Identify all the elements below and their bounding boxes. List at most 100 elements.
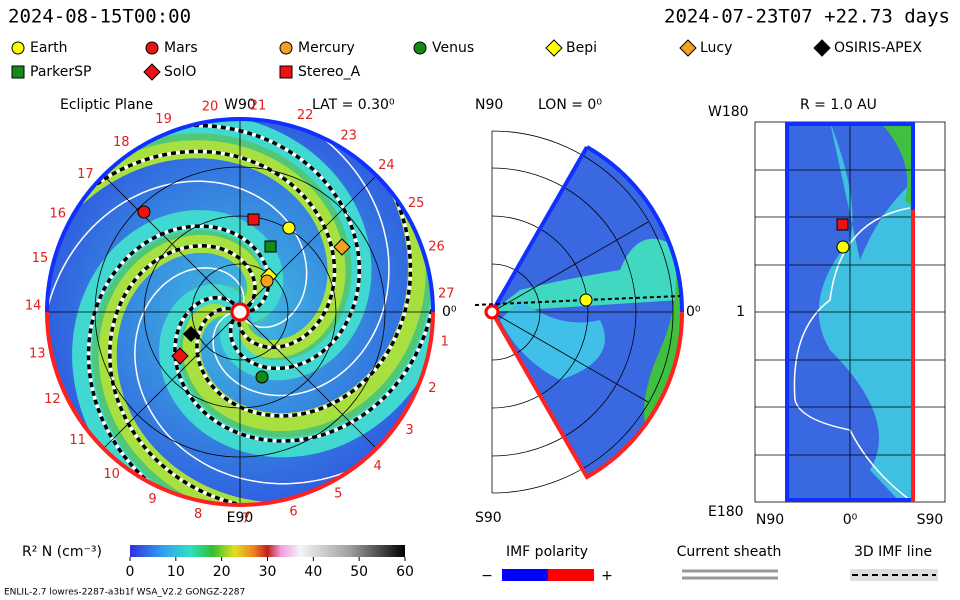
meridional-panel: N90 LON = 0⁰ 0⁰ S90	[474, 97, 701, 526]
grid	[491, 130, 674, 494]
imf-pos	[548, 569, 594, 581]
carrington-label: 26	[428, 239, 445, 254]
carrington-label: 10	[103, 467, 120, 482]
right-label: 0⁰	[686, 304, 701, 320]
carrington-label: 25	[408, 196, 425, 211]
top-label: W180	[708, 104, 749, 120]
boundary-pos	[45, 311, 435, 507]
carrington-label: 3	[405, 423, 413, 438]
carrington-label: 17	[77, 167, 94, 182]
legend-label: Lucy	[700, 40, 732, 56]
radial-panel: R = 1.0 AU W180 1 E180 N90 0⁰ S90	[708, 97, 946, 528]
legend-symbol	[145, 41, 159, 55]
bottom-label: E90	[227, 510, 254, 526]
spiral	[195, 119, 413, 418]
grid	[754, 121, 946, 503]
panel-title: R = 1.0 AU	[800, 97, 877, 113]
carrington-label: 9	[148, 492, 156, 507]
legend-symbol	[143, 63, 161, 81]
carrington-label: 24	[378, 158, 395, 173]
bottom-label: E180	[708, 504, 744, 520]
imf-line-title: 3D IMF line	[854, 544, 932, 560]
imf-line	[474, 295, 681, 306]
colorbar-tick-label: 60	[396, 564, 414, 580]
mars	[137, 205, 151, 219]
solo	[171, 347, 189, 365]
legend-label: Mercury	[298, 40, 355, 56]
lucy	[333, 238, 351, 256]
ref-time: 2024-07-23T07 +22.73 days	[664, 6, 950, 28]
carrington-label: 8	[194, 507, 202, 522]
spiral	[134, 267, 433, 485]
boundary-neg	[585, 145, 685, 313]
footer: ENLIL-2.7 lowres-2287-a3b1f WSA_V2.2 GON…	[4, 588, 245, 598]
colorbar-tick-label: 40	[304, 564, 322, 580]
legend-label: Venus	[432, 40, 474, 56]
imf-plus: +	[601, 568, 613, 584]
spiral	[212, 119, 390, 397]
imf-title: IMF polarity	[506, 544, 588, 560]
carrington-label: 11	[69, 433, 86, 448]
carrington-label: 21	[250, 98, 267, 113]
earth	[836, 240, 850, 254]
top-label: N90	[475, 97, 503, 113]
mercury	[260, 274, 274, 288]
colorbar	[130, 545, 405, 557]
carrington-label: 20	[202, 100, 219, 115]
carrington-label: 1	[441, 335, 449, 350]
carrington-label: 2	[428, 381, 436, 396]
colorbar-tick-label: 50	[350, 564, 368, 580]
colorbar-label: R² N (cm⁻³)	[22, 544, 102, 560]
bottom-label: S90	[475, 510, 502, 526]
legend-symbol	[413, 41, 427, 55]
parker	[264, 240, 277, 253]
carrington-label: 22	[297, 108, 314, 123]
stereo-a	[247, 213, 260, 226]
legend-label: Bepi	[566, 40, 597, 56]
carrington-label: 23	[340, 128, 357, 143]
legend-label: SolO	[164, 64, 196, 80]
legend-label: Stereo_A	[298, 64, 361, 80]
osiris-apex	[183, 326, 199, 342]
panel-title: Ecliptic Plane	[60, 97, 153, 113]
imf-neg	[502, 569, 548, 581]
legend-label: Earth	[30, 40, 68, 56]
colorbar-tick-label: 30	[259, 564, 277, 580]
carrington-label: 16	[50, 206, 67, 221]
lat-label: LAT = 0.30⁰	[312, 97, 395, 113]
earth	[579, 293, 593, 307]
carrington-label: 15	[32, 251, 49, 266]
colorbar-tick-label: 20	[213, 564, 231, 580]
right-label: 0⁰	[442, 304, 457, 320]
colorbar-ticks: 0 10 20 30 40 50 60	[126, 557, 414, 580]
lon-label: LON = 0⁰	[538, 97, 602, 113]
legend-symbol	[11, 65, 25, 79]
legend-symbol	[813, 39, 831, 57]
spiral	[182, 119, 426, 432]
mid-label: 1	[736, 304, 745, 320]
sun	[230, 302, 250, 322]
carrington-label: 7	[242, 511, 250, 526]
sun	[484, 304, 500, 320]
field	[880, 122, 915, 210]
boundary-pos	[490, 311, 685, 480]
spiral	[78, 123, 362, 371]
density-field	[47, 119, 433, 505]
x-label: 0⁰	[843, 512, 858, 528]
spiral	[159, 215, 433, 458]
legend-symbol	[545, 39, 563, 57]
carrington-label: 12	[44, 392, 61, 407]
carrington-label: 6	[289, 504, 297, 519]
legend-symbol	[279, 65, 293, 79]
imf-minus: −	[481, 568, 493, 584]
boundary-neg	[45, 117, 435, 313]
carrington-label: 27	[438, 286, 455, 301]
legend-label: Mars	[164, 40, 198, 56]
legend-symbol	[11, 41, 25, 55]
colorbar-tick-label: 10	[167, 564, 185, 580]
carrington-label: 18	[113, 135, 130, 150]
legend-symbol	[279, 41, 293, 55]
venus	[255, 370, 269, 384]
